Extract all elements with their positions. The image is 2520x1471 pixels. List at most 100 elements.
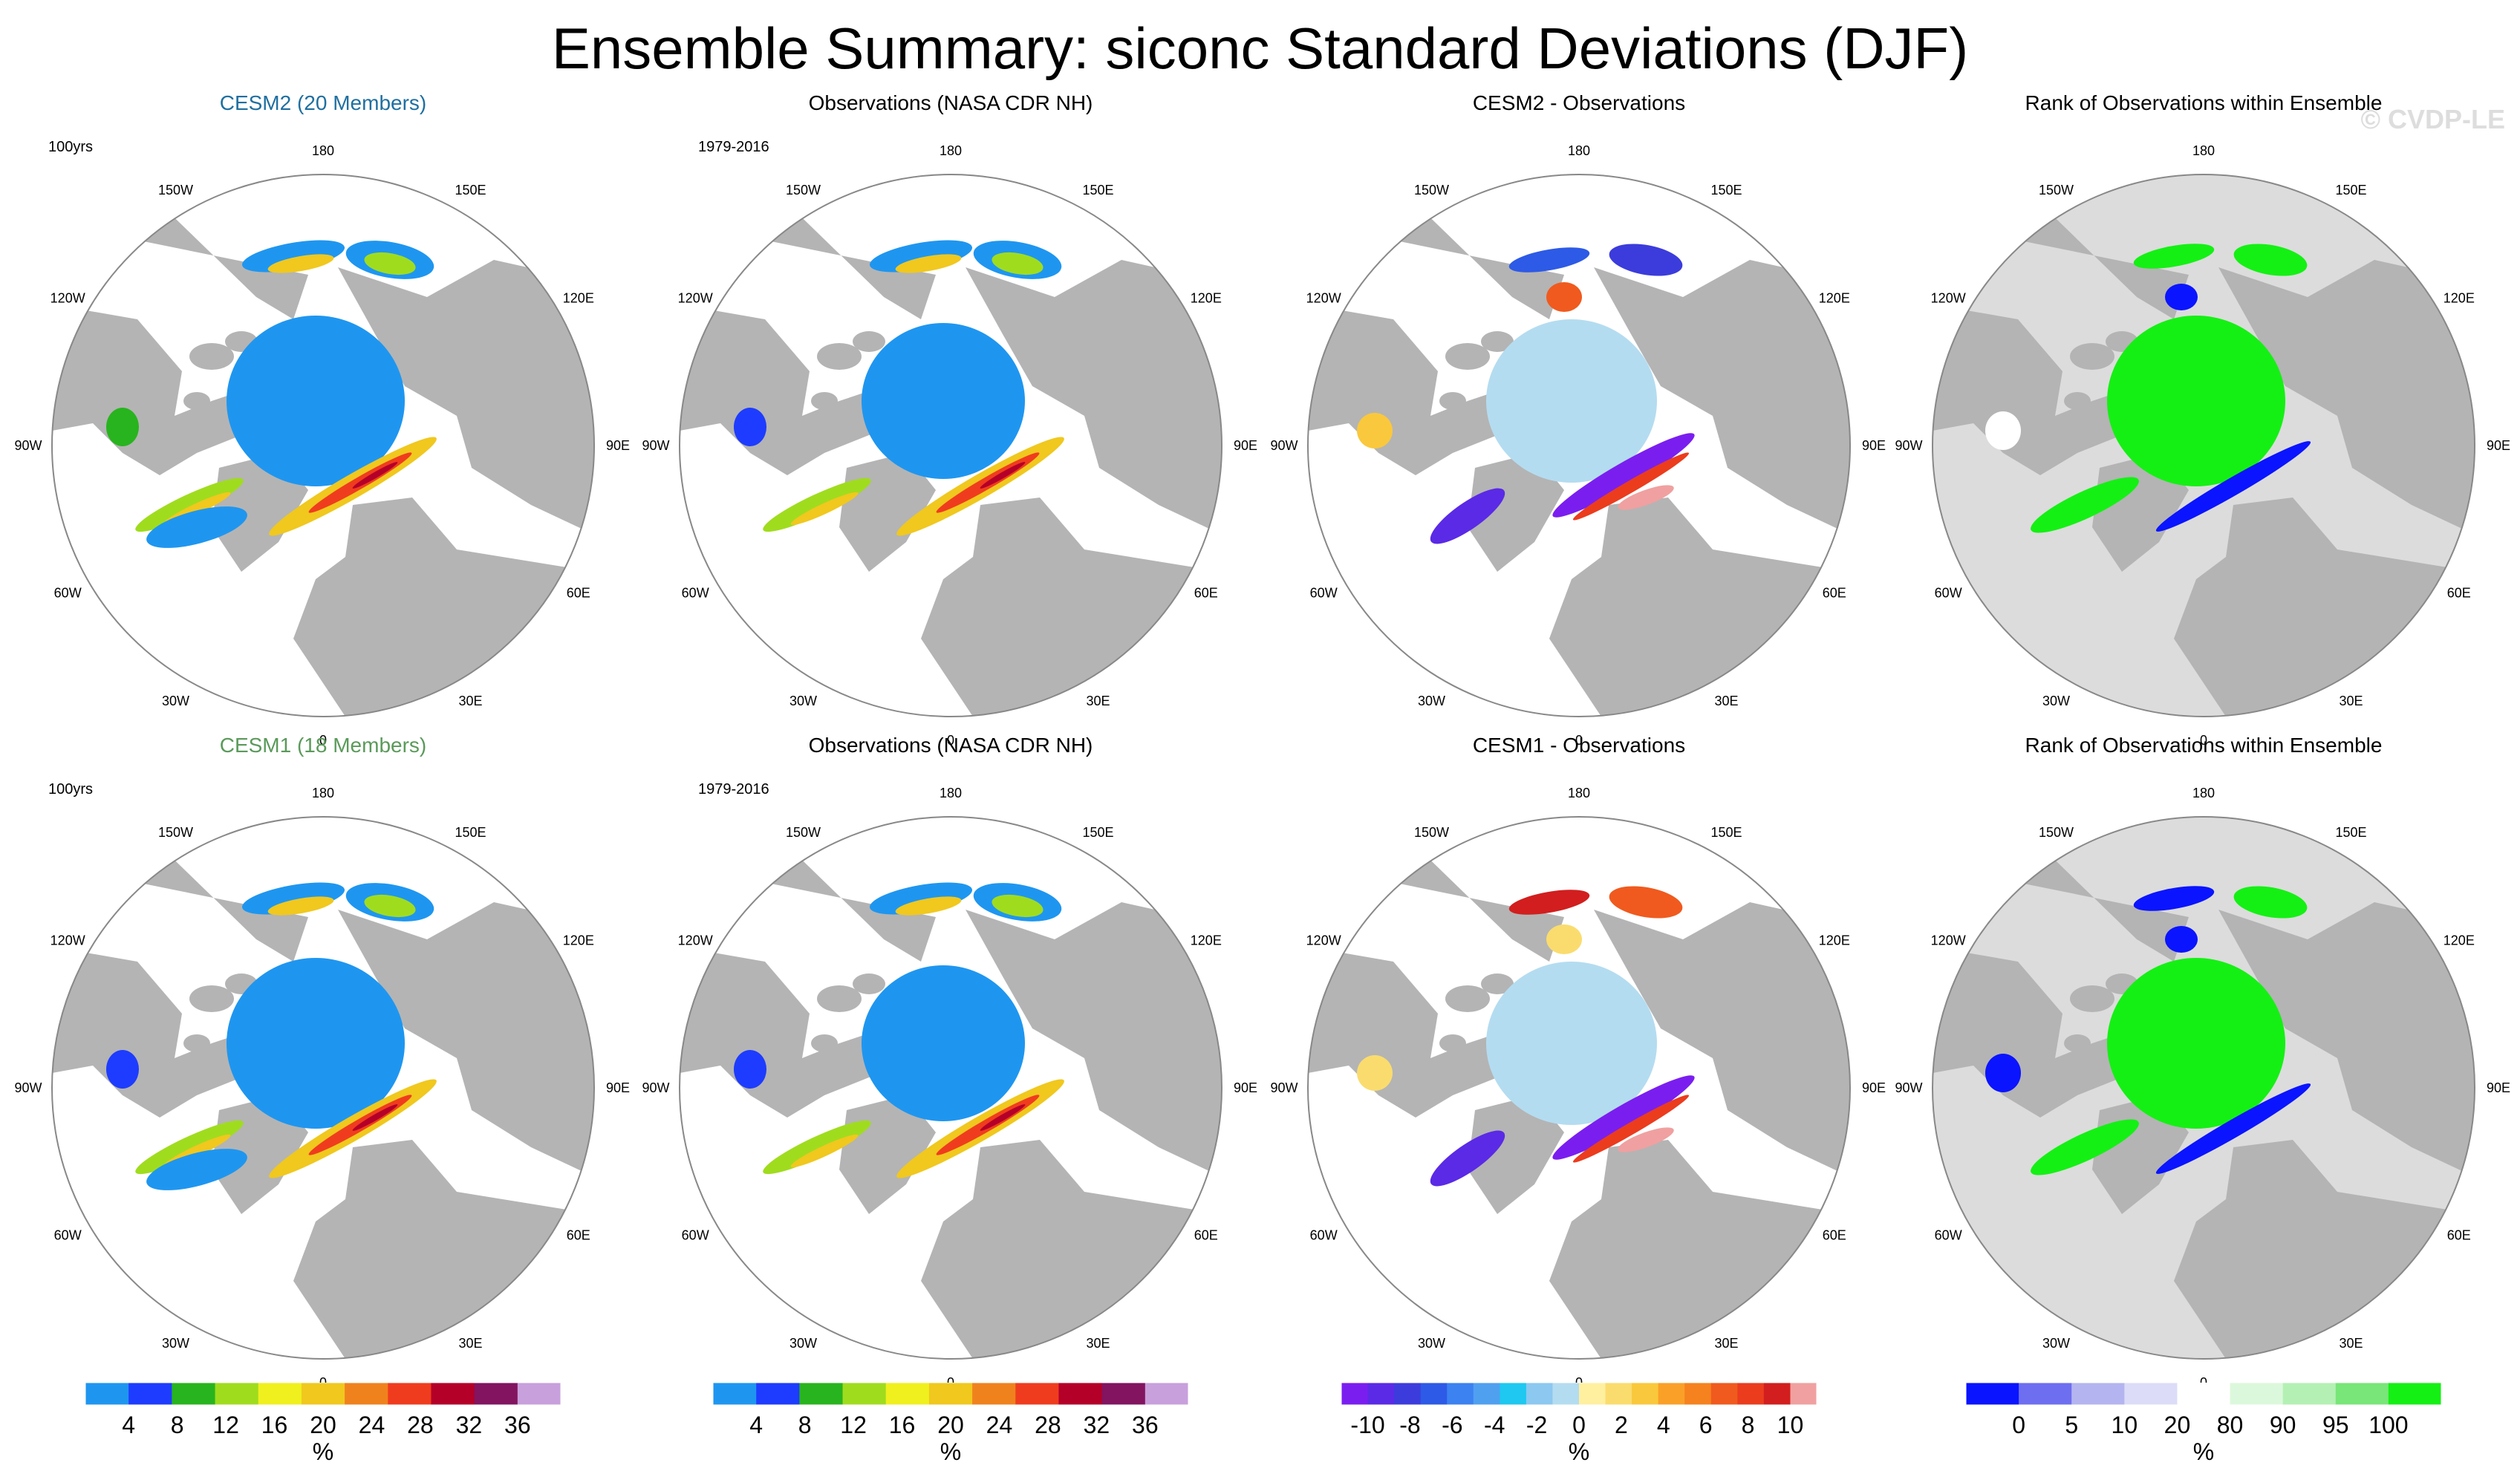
longitude-label: 120E	[2444, 291, 2475, 306]
labrador-diff	[1430, 1130, 1505, 1187]
colorbar-swatch	[1763, 1383, 1791, 1405]
colorbar-tick: 12	[212, 1412, 239, 1438]
colorbar-tick: 4	[749, 1412, 763, 1438]
longitude-label: 120W	[678, 291, 713, 306]
colorbar-swatch	[1605, 1383, 1632, 1405]
map-boundary	[679, 816, 1222, 1360]
panel-title: CESM2 - Observations	[1472, 91, 1686, 114]
longitude-label: 90W	[1270, 1080, 1298, 1095]
okhotsk-mid	[364, 252, 416, 275]
map-boundary	[1307, 816, 1851, 1360]
greenland	[1468, 453, 1564, 572]
labrador-high	[790, 492, 859, 526]
panel-title: CESM1 - Observations	[1472, 734, 1686, 757]
longitude-label: 120E	[1819, 291, 1850, 306]
colorbar-swatch	[2282, 1383, 2337, 1405]
hudson-bay	[106, 1050, 139, 1089]
longitude-label: 150E	[1710, 825, 1742, 840]
north-atlantic-ice	[146, 506, 247, 548]
longitude-label: 0	[2200, 733, 2207, 748]
longitude-label: 90E	[1862, 438, 1886, 453]
colorbar-swatch	[1684, 1383, 1712, 1405]
watermark: © CVDP-LE	[2360, 104, 2505, 134]
barents-max	[352, 462, 398, 489]
kara-diff	[1618, 1127, 1674, 1152]
longitude-label: 60E	[567, 1228, 590, 1243]
central-arctic-ice	[862, 323, 1025, 479]
colorbar-tick: 20	[310, 1412, 336, 1438]
siberia	[966, 260, 1222, 535]
colorbar-swatch	[345, 1383, 388, 1405]
longitude-label: 30E	[1714, 694, 1738, 708]
longitude-label: 150W	[158, 825, 193, 840]
longitude-label: 30W	[162, 1336, 189, 1351]
map-boundary	[1932, 816, 2475, 1360]
longitude-label: 30W	[2042, 1336, 2070, 1351]
longitude-label: 30E	[2339, 694, 2363, 708]
barents-max	[980, 1104, 1026, 1131]
colorbar-tick: 80	[2217, 1412, 2244, 1438]
longitude-label: 60W	[1310, 1228, 1338, 1243]
colorbar-swatch	[2230, 1383, 2284, 1405]
chukchi-diff	[1546, 924, 1582, 954]
panel-title: Observations (NASA CDR NH)	[808, 91, 1093, 114]
bering-ice	[869, 240, 973, 273]
colorbar-tick: 5	[2065, 1412, 2078, 1438]
map-boundary	[51, 816, 595, 1360]
colorbar-tick: 20	[2164, 1412, 2191, 1438]
okhotsk-rank	[2233, 244, 2308, 276]
colorbar-swatch	[928, 1383, 973, 1405]
barents-max	[980, 462, 1026, 489]
hudson-bay-rank	[1985, 1054, 2021, 1092]
colorbar-swatch	[1447, 1383, 1474, 1405]
longitude-label: 0	[947, 733, 954, 748]
longitude-label: 60W	[54, 1228, 82, 1243]
longitude-label: 90W	[1895, 1080, 1922, 1095]
island	[817, 343, 862, 370]
colorbar-tick: 24	[359, 1412, 385, 1438]
map-boundary	[679, 174, 1222, 717]
colorbar-tick: 0	[2012, 1412, 2025, 1438]
longitude-label: 150W	[2039, 183, 2074, 198]
colorbar-tick: 0	[1572, 1412, 1586, 1438]
longitude-label: 60W	[682, 1228, 709, 1243]
okhotsk-mid	[992, 894, 1044, 918]
longitude-label: 120W	[1306, 933, 1341, 948]
period-label: 100yrs	[48, 781, 94, 798]
colorbar-tick: 6	[1699, 1412, 1713, 1438]
island	[2070, 985, 2114, 1012]
longitude-label: 60E	[1194, 1228, 1218, 1243]
okhotsk-mid	[364, 894, 416, 918]
colorbar-swatch	[1790, 1383, 1817, 1405]
colorbar-swatch	[474, 1383, 518, 1405]
bering-diff	[1508, 247, 1590, 273]
longitude-label: 150W	[1414, 825, 1449, 840]
longitude-label: 30W	[162, 694, 189, 708]
island	[183, 392, 210, 410]
colorbar-swatch	[2335, 1383, 2389, 1405]
panel-title: CESM1 (18 Members)	[219, 734, 427, 757]
colorbar-swatch	[1473, 1383, 1500, 1405]
colorbar-tick: 32	[456, 1412, 483, 1438]
colorbar-swatch	[172, 1383, 216, 1405]
central-arctic-diff	[1486, 962, 1657, 1125]
panel-title: Rank of Observations within Ensemble	[2025, 734, 2383, 757]
island	[811, 1034, 838, 1052]
kara-diff	[1618, 485, 1674, 510]
island	[1481, 331, 1514, 352]
longitude-label: 150W	[158, 183, 193, 198]
bering-high	[895, 254, 962, 273]
colorbar-swatch	[799, 1383, 844, 1405]
longitude-label: 120W	[51, 291, 85, 306]
longitude-label: 180	[1568, 143, 1590, 158]
longitude-label: 60W	[54, 586, 82, 601]
colorbar-swatch	[1526, 1383, 1553, 1405]
labrador-band	[763, 477, 871, 532]
panel-title: CESM2 (20 Members)	[219, 91, 427, 114]
okhotsk-rank	[2233, 886, 2308, 919]
figure-title: Ensemble Summary: siconc Standard Deviat…	[551, 16, 1969, 81]
longitude-label: 120E	[1191, 291, 1222, 306]
colorbar-swatch	[1579, 1383, 1606, 1405]
